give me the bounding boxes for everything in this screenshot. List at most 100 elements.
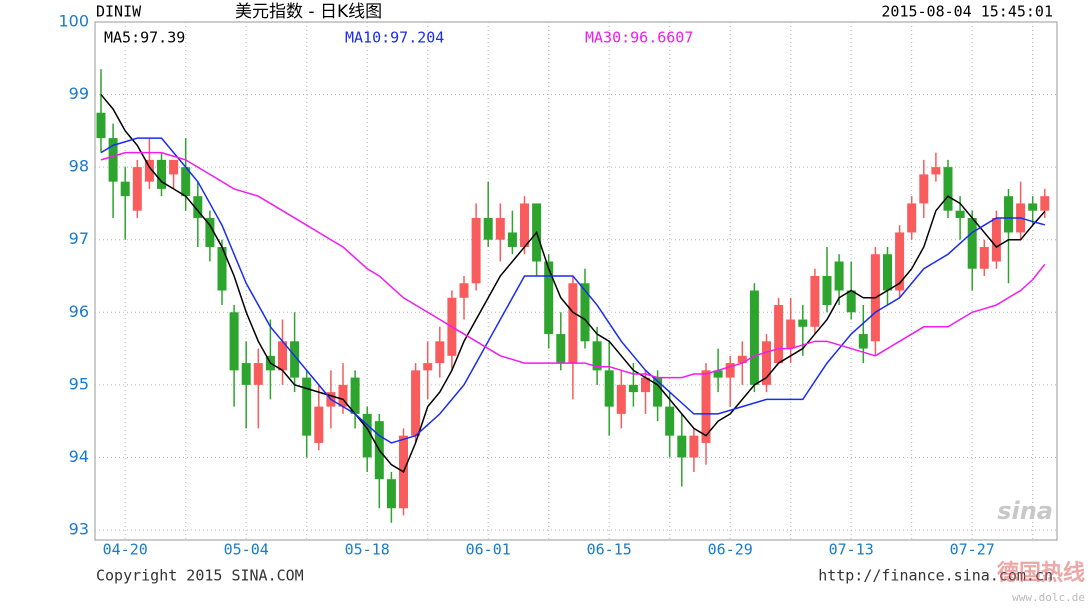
candle-body xyxy=(967,217,977,269)
candle-body xyxy=(507,232,517,247)
candle-body xyxy=(701,370,711,443)
candle-body xyxy=(253,363,263,385)
candle-body xyxy=(1028,203,1038,211)
candle-body xyxy=(435,341,445,364)
candle-body xyxy=(217,246,227,291)
candle-body xyxy=(205,217,215,247)
x-tick-label: 06-15 xyxy=(587,541,632,559)
candle-body xyxy=(616,384,626,414)
y-tick-label: 97 xyxy=(69,229,89,248)
copyright: Copyright 2015 SINA.COM xyxy=(96,567,304,585)
candle-body xyxy=(846,290,856,313)
candle-body xyxy=(749,290,759,385)
ma-line xyxy=(100,94,1046,474)
x-tick-label: 06-01 xyxy=(466,541,511,559)
x-tick-label: 04-20 xyxy=(103,541,148,559)
candle-body xyxy=(241,363,251,385)
candle-body xyxy=(290,341,300,378)
candle-body xyxy=(592,341,602,371)
candle-body xyxy=(556,334,566,364)
candle-body xyxy=(991,217,1001,262)
candle-body xyxy=(157,159,166,189)
candle-body xyxy=(229,312,239,371)
candle-body xyxy=(1040,196,1050,211)
candle-body xyxy=(169,159,179,175)
plot xyxy=(96,69,1050,523)
candle-body xyxy=(108,138,118,182)
candle-body xyxy=(568,283,578,364)
candle-body xyxy=(713,370,723,378)
plot-frame xyxy=(94,21,1058,541)
candle-body xyxy=(520,203,529,247)
legend-entry: MA10:97.204 xyxy=(345,29,444,47)
candle-body xyxy=(350,377,360,414)
candle-body xyxy=(725,363,735,378)
candle-body xyxy=(689,435,699,458)
symbol: DINIW xyxy=(96,3,142,21)
y-tick-label: 93 xyxy=(69,520,89,539)
y-tick-label: 94 xyxy=(69,447,89,466)
candle-body xyxy=(411,370,421,436)
candle-body xyxy=(628,384,638,393)
source: http://finance.sina.com.cn xyxy=(818,567,1053,585)
candle-body xyxy=(132,167,142,211)
y-tick-label: 96 xyxy=(69,302,89,321)
candle-body xyxy=(858,334,868,349)
candle-body xyxy=(883,254,892,291)
candle-body xyxy=(181,167,191,197)
candle-body xyxy=(120,181,130,197)
legend-entry: MA5:97.39 xyxy=(104,29,185,47)
ma-line xyxy=(100,137,1045,444)
candle-body xyxy=(580,283,590,342)
candle-body xyxy=(423,363,433,371)
x-tick-label: 05-04 xyxy=(224,541,269,559)
candle-body xyxy=(677,435,687,458)
candle-body xyxy=(483,217,493,240)
candle-body xyxy=(362,413,372,458)
candle-body xyxy=(193,196,203,218)
y-tick-label: 100 xyxy=(58,12,89,31)
candle-body xyxy=(302,377,312,436)
candle-body xyxy=(786,319,796,349)
candle-body xyxy=(774,305,784,364)
candle-body xyxy=(895,232,905,291)
candle-body xyxy=(810,276,820,327)
candle-body xyxy=(834,261,844,291)
candle-body xyxy=(471,217,481,284)
candle-body xyxy=(338,384,348,407)
candle-body xyxy=(495,217,505,240)
candle-body xyxy=(386,479,396,509)
y-tick-label: 98 xyxy=(69,157,89,176)
x-tick-label: 07-27 xyxy=(950,541,995,559)
candle-body xyxy=(931,167,941,175)
watermark-url: www.dolc.de xyxy=(1012,591,1085,604)
candle-body xyxy=(604,370,614,407)
candle-body xyxy=(144,159,154,182)
candle-body xyxy=(459,283,469,298)
y-tick-label: 95 xyxy=(69,374,89,393)
candle-body xyxy=(544,261,554,335)
candle-body xyxy=(314,406,324,443)
x-tick-label: 06-29 xyxy=(708,541,753,559)
candle-body xyxy=(798,319,808,327)
candle-body xyxy=(955,210,965,218)
candle-body xyxy=(1004,196,1013,233)
candle-body xyxy=(919,174,929,204)
candle-body xyxy=(737,355,747,364)
timestamp: 2015-08-04 15:45:01 xyxy=(881,3,1053,21)
candle-body xyxy=(979,246,989,269)
watermark: 德国热线 xyxy=(997,560,1085,586)
candle-body xyxy=(907,203,917,233)
y-tick-label: 99 xyxy=(69,84,89,103)
candle-body xyxy=(278,341,287,371)
legend-entry: MA30:96.6607 xyxy=(585,29,693,47)
candle-body xyxy=(665,406,675,436)
candle-body xyxy=(641,377,650,393)
x-tick-label: 07-13 xyxy=(829,541,874,559)
x-tick-label: 05-18 xyxy=(345,541,390,559)
chart-title: 美元指数 - 日K线图 xyxy=(235,2,382,22)
candle-body xyxy=(653,377,663,407)
candle-body xyxy=(943,167,953,211)
